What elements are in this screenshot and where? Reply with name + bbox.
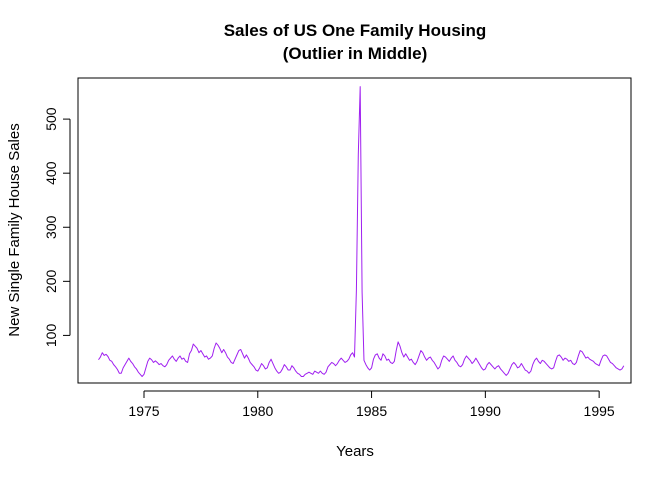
series-line-0 xyxy=(98,86,625,378)
x-axis-label: Years xyxy=(336,443,374,460)
x-tick-label-1990: 1990 xyxy=(470,403,501,419)
chart-title-line-2: (Outlier in Middle) xyxy=(283,44,428,63)
x-tick-label-1995: 1995 xyxy=(584,403,615,419)
y-tick-label-100: 100 xyxy=(43,324,59,348)
y-tick-label-400: 400 xyxy=(43,161,59,185)
y-tick-label-200: 200 xyxy=(43,269,59,293)
y-tick-label-500: 500 xyxy=(43,107,59,131)
x-tick-label-1985: 1985 xyxy=(356,403,387,419)
y-axis: 100 200 300 400 500 xyxy=(43,107,71,348)
series-layer xyxy=(98,86,625,378)
x-axis: 1975 1980 1985 1990 1995 xyxy=(128,390,615,419)
x-tick-label-1980: 1980 xyxy=(242,403,273,419)
y-axis-label: New Single Family House Sales xyxy=(6,123,23,336)
plot-frame xyxy=(77,77,632,384)
y-tick-label-300: 300 xyxy=(43,215,59,239)
x-tick-label-1975: 1975 xyxy=(128,403,159,419)
chart-title-line-1: Sales of US One Family Housing xyxy=(224,21,487,40)
